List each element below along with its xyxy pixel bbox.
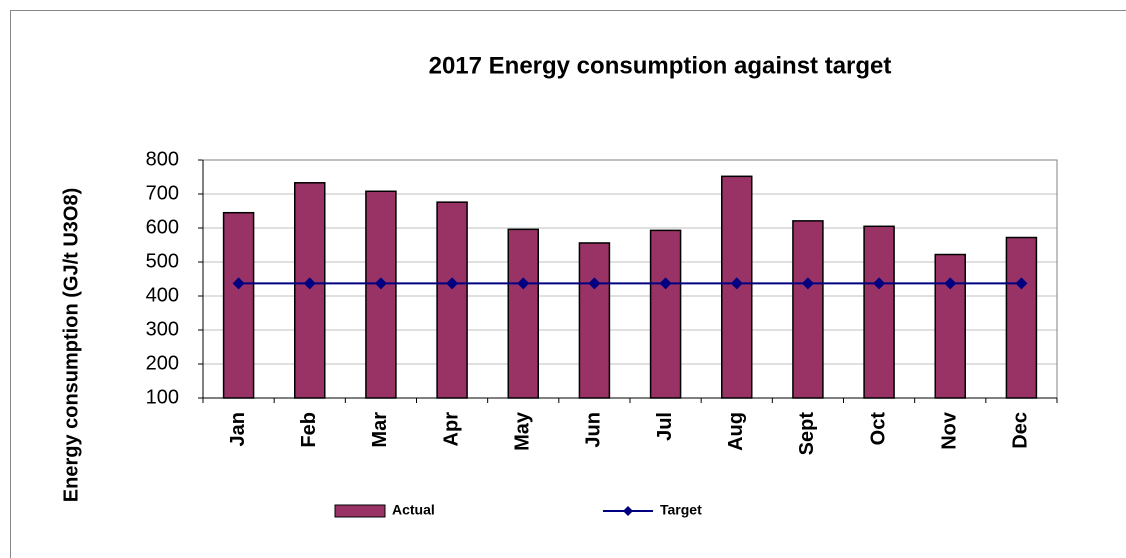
bar bbox=[792, 220, 824, 399]
x-tick-label: Feb bbox=[298, 412, 320, 448]
bar bbox=[934, 253, 966, 399]
marker bbox=[374, 277, 387, 290]
legend-swatch bbox=[334, 504, 386, 518]
x-tick-label: Apr bbox=[440, 412, 462, 447]
marker bbox=[517, 277, 530, 290]
bar bbox=[294, 182, 326, 399]
marker bbox=[446, 277, 459, 290]
x-tick-label: Nov bbox=[939, 411, 961, 450]
marker bbox=[801, 277, 814, 290]
x-tick-label: May bbox=[512, 411, 534, 451]
marker bbox=[659, 277, 672, 290]
bar bbox=[365, 190, 397, 399]
x-tick-label: Jul bbox=[654, 412, 676, 441]
bar bbox=[863, 225, 895, 399]
marker bbox=[232, 277, 245, 290]
y-tick-label: 600 bbox=[146, 216, 179, 238]
marker bbox=[1015, 277, 1028, 290]
marker bbox=[303, 277, 316, 290]
y-axis-label: Energy consumption (GJ/t U3O8) bbox=[60, 188, 82, 502]
chart-title: 2017 Energy consumption against target bbox=[429, 52, 892, 79]
marker bbox=[730, 277, 743, 290]
marker bbox=[588, 277, 601, 290]
y-tick-label: 200 bbox=[146, 352, 179, 374]
legend-label: Actual bbox=[392, 502, 435, 518]
x-tick-label: Jan bbox=[227, 412, 249, 446]
bar bbox=[222, 211, 255, 399]
y-tick-label: 400 bbox=[146, 284, 179, 306]
y-tick-label: 700 bbox=[146, 182, 179, 204]
y-tick-label: 500 bbox=[146, 250, 179, 272]
marker bbox=[944, 277, 957, 290]
x-tick-label: Sept bbox=[796, 412, 818, 456]
y-tick-label: 800 bbox=[146, 148, 179, 170]
legend-label: Target bbox=[660, 502, 702, 518]
bar bbox=[578, 242, 611, 399]
bar bbox=[649, 229, 682, 399]
legend-marker bbox=[623, 506, 633, 516]
x-tick-label: Jun bbox=[583, 412, 605, 448]
x-tick-label: Aug bbox=[725, 412, 747, 451]
x-tick-label: Dec bbox=[1010, 412, 1032, 449]
bar bbox=[1005, 236, 1038, 399]
bar bbox=[507, 228, 539, 399]
x-tick-label: Mar bbox=[369, 412, 391, 448]
marker bbox=[873, 277, 886, 290]
bar bbox=[436, 201, 468, 399]
y-tick-label: 100 bbox=[146, 386, 179, 408]
x-tick-label: Oct bbox=[867, 412, 889, 446]
y-tick-label: 300 bbox=[146, 318, 179, 340]
